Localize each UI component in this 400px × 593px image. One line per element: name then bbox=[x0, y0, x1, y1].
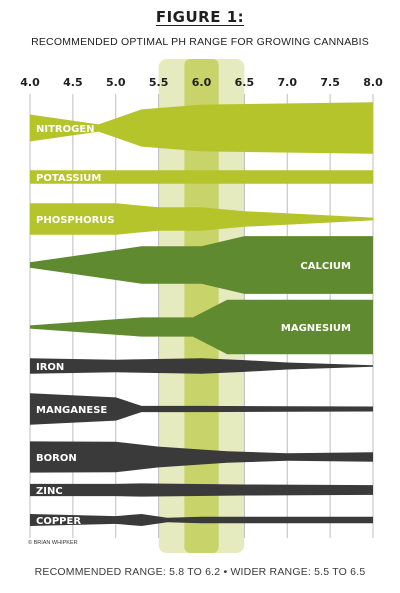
range-footer: RECOMMENDED RANGE: 5.8 TO 6.2 • WIDER RA… bbox=[34, 566, 366, 578]
nutrient-series bbox=[30, 102, 373, 526]
tick-5-5: 5.5 bbox=[149, 76, 169, 89]
tick-4-0: 4.0 bbox=[20, 76, 40, 89]
label-iron: IRON bbox=[36, 362, 64, 373]
series-iron bbox=[30, 358, 373, 374]
label-manganese: MANGANESE bbox=[36, 405, 107, 416]
tick-7-5: 7.5 bbox=[320, 76, 340, 89]
series-magnesium bbox=[30, 299, 373, 355]
nutrient-labels: NITROGEN POTASSIUM PHOSPHORUS CALCIUM MAGNES… bbox=[36, 124, 351, 527]
label-phosphorus: PHOSPHORUS bbox=[36, 215, 115, 226]
series-calcium bbox=[30, 236, 373, 294]
series-copper bbox=[30, 514, 373, 526]
series-boron bbox=[30, 441, 373, 473]
tick-6-5: 6.5 bbox=[235, 76, 255, 89]
series-phosphorus bbox=[30, 203, 373, 235]
credit-text: © BRIAN WHIPKER bbox=[28, 540, 78, 546]
tick-7-0: 7.0 bbox=[278, 76, 298, 89]
series-nitrogen bbox=[30, 102, 373, 154]
chart-title: FIGURE 1: bbox=[155, 8, 245, 26]
label-copper: COPPER bbox=[36, 516, 81, 527]
tick-4-5: 4.5 bbox=[63, 76, 83, 89]
tick-8-0: 8.0 bbox=[363, 76, 383, 89]
x-axis-ticks: 4.0 4.5 5.0 5.5 6.0 6.5 7.0 7.5 8.0 bbox=[20, 76, 383, 89]
label-boron: BORON bbox=[36, 453, 77, 464]
series-manganese bbox=[30, 393, 373, 425]
label-zinc: ZINC bbox=[36, 486, 63, 497]
label-potassium: POTASSIUM bbox=[36, 173, 101, 184]
label-calcium: CALCIUM bbox=[300, 261, 351, 272]
series-potassium bbox=[30, 170, 373, 184]
chart-subtitle: RECOMMENDED OPTIMAL PH RANGE FOR GROWING… bbox=[31, 36, 369, 48]
tick-5-0: 5.0 bbox=[106, 76, 126, 89]
label-magnesium: MAGNESIUM bbox=[281, 323, 351, 334]
label-nitrogen: NITROGEN bbox=[36, 124, 95, 135]
series-zinc bbox=[30, 483, 373, 497]
tick-6-0: 6.0 bbox=[192, 76, 212, 89]
